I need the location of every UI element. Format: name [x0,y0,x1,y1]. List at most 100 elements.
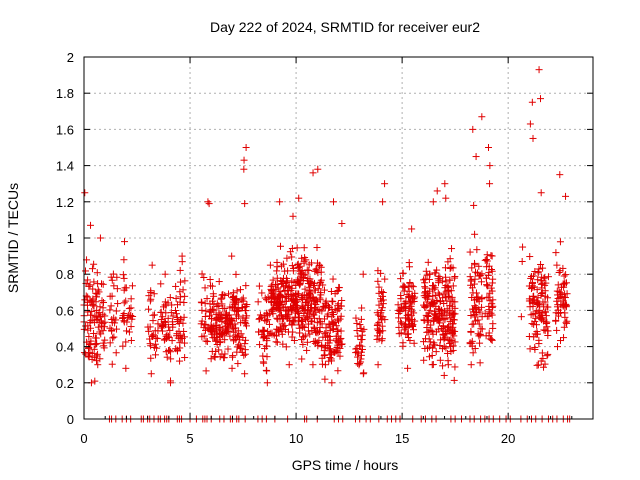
data-point [436,319,444,327]
data-point [162,309,170,317]
data-point [556,267,564,275]
data-point [313,244,321,252]
data-point [161,301,169,309]
data-point [228,252,236,260]
data-point [471,261,479,269]
data-point [265,320,273,328]
data-point [166,294,174,302]
data-point [408,282,416,290]
data-point [181,292,189,300]
data-point [273,267,281,275]
data-point [336,352,344,360]
data-point [527,285,535,293]
data-point [112,307,120,315]
data-point [282,292,290,300]
data-point [200,273,208,281]
data-point [313,319,321,327]
data-point [228,364,236,372]
data-point [433,187,441,195]
y-tick-label: 0.8 [56,267,74,282]
data-point [352,314,360,322]
data-point [90,345,98,353]
data-point [237,330,245,338]
data-point [438,277,446,285]
data-point [283,312,291,320]
data-point [299,341,307,349]
data-point [544,350,552,358]
data-point [232,270,240,278]
data-point [215,346,223,354]
data-point [300,309,308,317]
data-point [540,303,548,311]
data-point [357,336,365,344]
data-point [329,275,337,283]
data-point [147,287,155,295]
data-point [145,327,153,335]
data-point [179,319,187,327]
data-point [241,370,249,378]
data-point [451,338,459,346]
data-point [534,268,542,276]
data-point [204,198,212,206]
data-point [471,313,479,321]
data-point [314,165,322,173]
data-point [477,278,485,286]
data-point [121,238,129,246]
data-point [164,314,172,322]
data-point [213,333,221,341]
data-point [434,279,442,287]
data-point [87,324,95,332]
data-point [451,273,459,281]
data-point [328,297,336,305]
data-point [395,330,403,338]
data-point [289,316,297,324]
data-point [296,262,304,270]
data-point [209,324,217,332]
data-point [421,283,429,291]
data-point [307,280,315,288]
data-point [446,255,454,263]
data-point [205,200,213,208]
data-point [310,297,318,305]
data-point [273,338,281,346]
x-tick-label: 10 [289,431,303,446]
data-point [198,306,206,314]
x-tick-label: 5 [186,431,193,446]
data-point [128,282,136,290]
data-point [97,330,105,338]
data-point [355,361,363,369]
data-point [99,304,107,312]
data-point [308,318,316,326]
data-point [482,255,490,263]
data-point [94,350,102,358]
data-point [267,283,275,291]
data-point [86,349,94,357]
data-point [99,280,107,288]
data-point [84,276,92,284]
data-point [85,282,93,290]
data-point [484,144,492,151]
data-point [404,323,412,331]
data-point [180,313,188,321]
data-point [318,343,326,351]
data-point [288,333,296,341]
data-point [329,298,337,306]
data-point [469,349,477,357]
data-point [375,289,383,297]
data-point [269,310,277,318]
data-point [407,305,415,313]
data-point [468,342,476,350]
chart-title: Day 222 of 2024, SRMTID for receiver eur… [210,19,480,35]
data-point [221,336,229,344]
data-point [359,370,367,378]
data-point [85,343,93,351]
data-point [234,360,242,368]
data-point [176,357,184,365]
data-point [147,370,155,378]
data-point [197,298,205,306]
data-point [256,341,264,349]
data-point [539,314,547,322]
data-point [176,266,184,274]
data-point [486,289,494,297]
data-point [357,355,365,363]
